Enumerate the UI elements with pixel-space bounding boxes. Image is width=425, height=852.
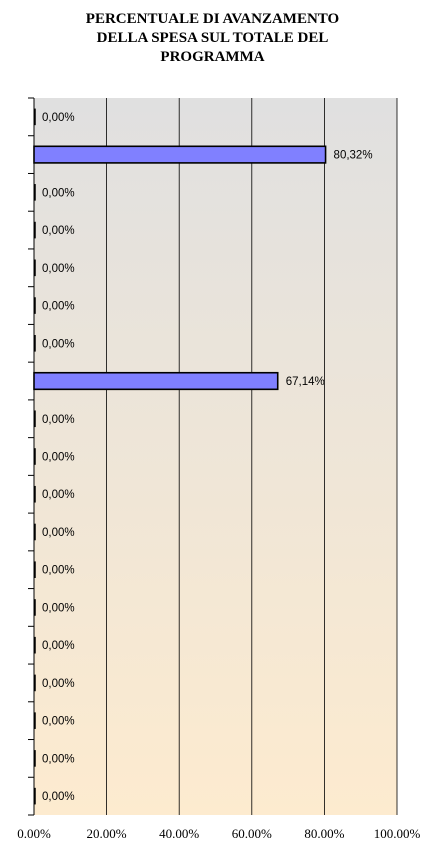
data-label: 0,00%	[42, 678, 75, 690]
data-label: 0,00%	[42, 414, 75, 426]
data-label: 0,00%	[42, 452, 75, 464]
data-label: 80,32%	[334, 150, 373, 162]
x-tick-label: 20.00%	[87, 826, 127, 841]
x-tick-label: 60.00%	[232, 826, 272, 841]
data-label: 0,00%	[42, 263, 75, 275]
data-label: 0,00%	[42, 187, 75, 199]
x-tick-label: 100.00%	[374, 826, 421, 841]
data-label: 0,00%	[42, 225, 75, 237]
data-label: 0,00%	[42, 338, 75, 350]
data-label: 0,00%	[42, 640, 75, 652]
data-label: 0,00%	[42, 753, 75, 765]
bar	[33, 145, 327, 164]
bar	[33, 371, 279, 391]
x-tick-label: 40.00%	[159, 826, 199, 841]
x-tick-label: 0.00%	[17, 826, 51, 841]
data-label: 0,00%	[42, 301, 75, 313]
x-tick-label: 80.00%	[304, 826, 344, 841]
data-label: 0,00%	[42, 602, 75, 614]
plot-area	[34, 98, 397, 815]
data-label: 67,14%	[286, 376, 325, 388]
data-label: 0,00%	[42, 527, 75, 539]
chart-title: PERCENTUALE DI AVANZAMENTO DELLA SPESA S…	[85, 11, 340, 65]
data-label: 0,00%	[42, 112, 75, 124]
data-label: 0,00%	[42, 716, 75, 728]
data-label: 0,00%	[42, 565, 75, 577]
data-label: 0,00%	[42, 489, 75, 501]
data-label: 0,00%	[42, 791, 75, 803]
